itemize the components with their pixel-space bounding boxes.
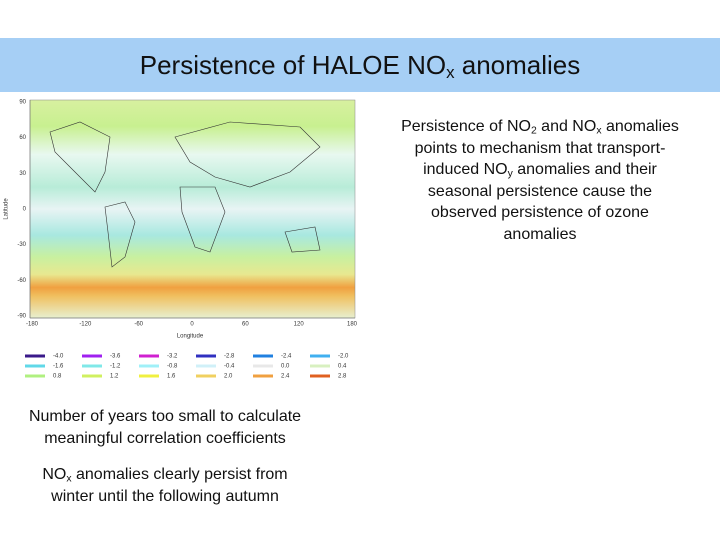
legend-label: -2.8 [224,354,235,360]
legend-swatch [82,364,102,368]
left-text: Number of years too small to calculate me… [0,406,330,449]
legend-swatch [25,364,45,368]
legend-label: 0.4 [338,364,347,370]
y-tick-label: -30 [17,242,26,248]
subscript: y [507,168,513,180]
text-run: and NO [536,118,597,135]
y-tick-label: 60 [19,135,26,141]
right-text: Persistence of NO2 and NOx anomalies poin… [370,116,710,246]
legend-swatch [82,354,102,358]
legend-label: -2.0 [338,354,349,360]
header-band [0,38,720,92]
text-line: meaningful correlation coefficients [0,428,330,450]
legend-label: -0.8 [167,364,178,370]
legend-swatch [139,364,159,368]
legend-label: -3.2 [167,354,178,360]
legend-swatch [139,354,159,358]
legend-label: -4.0 [53,354,64,360]
text-run: anomalies [601,118,679,135]
subscript: x [596,125,602,137]
legend-swatch [310,354,330,358]
x-tick-label: 120 [294,322,305,328]
coastlines [49,121,321,268]
text-line: winter until the following autumn [0,486,330,508]
text-run: seasonal persistence cause the [427,182,653,200]
legend-swatch [82,374,102,378]
left-text: NOx anomalies clearly persist from winter… [0,464,330,507]
text-run: Persistence of NO [401,118,531,135]
legend-swatch [310,374,330,378]
text-run: anomalies and their [512,161,657,179]
text-line: observed persistence of ozone [370,202,710,224]
text-line: Persistence of NO2 and NOx anomalies [370,116,710,138]
subscript: x [446,63,455,83]
legend-swatch [253,364,273,368]
map-figure: Latitude Longitude 90 60 30 0 -30 -60 -90-180 -… [4,99,358,380]
subscript: 2 [530,125,537,137]
legend-swatch [310,364,330,368]
text-run: observed persistence of ozone [431,204,649,222]
y-tick-label: -60 [17,278,26,284]
text-run: Number of years too small to calculate [28,408,302,425]
legend-label: 0.8 [53,374,62,380]
y-tick-label: 0 [23,207,27,213]
text-line: seasonal persistence cause the [370,181,710,203]
text-run: winter until the following autumn [51,487,279,505]
legend-swatch [253,374,273,378]
legend-label: -1.2 [110,364,121,370]
legend-swatch [196,374,216,378]
text-line: anomalies [370,224,710,246]
y-tick-label: -90 [17,314,26,320]
x-tick-label: -60 [134,322,143,328]
x-tick-label: 180 [347,322,358,328]
text-line: Number of years too small to calculate [0,406,330,428]
legend-label: -0.4 [224,364,235,370]
text-run: Persistence of HALOE NO [139,50,447,80]
legend-label: 2.0 [224,374,233,380]
legend-label: 0.0 [281,364,290,370]
x-axis-label: Longitude [177,334,204,340]
legend-swatch [196,364,216,368]
x-tick-label: -120 [79,322,92,328]
legend-swatch [25,374,45,378]
text-run: anomalies [503,225,577,243]
legend-label: 1.6 [167,374,176,380]
text-run: anomalies clearly persist from [71,466,288,483]
legend-label: -3.6 [110,354,121,360]
text-line: NOx anomalies clearly persist from [0,464,330,486]
legend-swatch [196,354,216,358]
y-axis-label: Latitude [4,198,10,220]
y-tick-label: 90 [19,100,26,106]
map-field [29,99,356,319]
subscript: x [66,473,72,485]
legend-swatch [25,354,45,358]
x-tick-label: -180 [26,322,39,328]
text-run: anomalies [454,50,581,80]
legend-label: 2.8 [338,374,347,380]
slide-title: Persistence of HALOE NOx anomalies [0,50,720,81]
x-tick-label: 60 [242,322,249,328]
text-run: meaningful correlation coefficients [44,429,286,447]
legend-label: 1.2 [110,374,119,380]
text-line: induced NOy anomalies and their [370,159,710,181]
text-run: NO [42,466,67,483]
legend-label: 2.4 [281,374,290,380]
legend-label: -2.4 [281,354,292,360]
legend-label: -1.6 [53,364,64,370]
y-tick-label: 30 [19,171,26,177]
legend-swatch [139,374,159,378]
x-tick-label: 0 [190,322,194,328]
text-run: points to mechanism that transport- [414,139,666,157]
text-run: induced NO [423,161,508,179]
legend-swatch [253,354,273,358]
text-line: points to mechanism that transport- [370,138,710,160]
